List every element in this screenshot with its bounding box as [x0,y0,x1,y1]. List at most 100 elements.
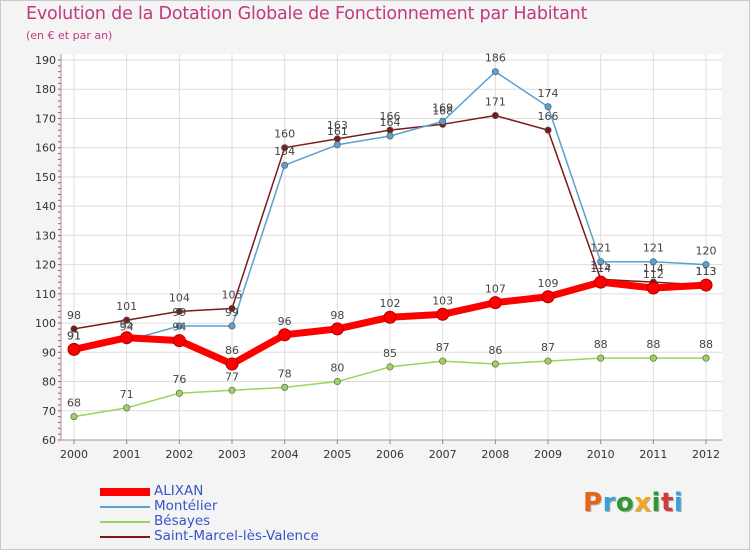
data-point-mont-lier [491,68,499,76]
data-point-mont-lier [333,141,341,149]
y-tick-label: 60 [42,434,56,447]
data-label-mont-lier: 164 [380,116,401,129]
data-label-saint-marcel-l-s-valence: 115 [590,259,611,272]
data-label-mont-lier: 120 [696,245,717,258]
data-point-alixan [67,342,81,356]
chart-subtitle: (en € et par an) [26,29,113,42]
data-point-mont-lier [597,258,605,266]
data-label-mont-lier: 169 [432,101,453,114]
logo-letter: i [673,488,684,518]
y-tick-label: 120 [35,259,56,272]
data-point-alixan [436,307,450,321]
x-tick-label: 2003 [218,448,246,461]
data-point-b-sayes [597,354,605,362]
data-label-b-sayes: 76 [172,373,186,386]
chart-title: Evolution de la Dotation Globale de Fonc… [26,4,588,24]
data-label-mont-lier: 174 [538,87,559,100]
data-label-b-sayes: 80 [330,362,344,375]
data-point-alixan [278,328,292,342]
data-label-alixan: 112 [643,268,664,281]
y-tick-label: 140 [35,200,56,213]
data-point-mont-lier [439,117,447,125]
data-label-saint-marcel-l-s-valence: 101 [116,300,137,313]
data-label-saint-marcel-l-s-valence: 114 [643,262,664,275]
data-point-alixan [172,334,186,348]
data-point-b-sayes [228,386,236,394]
data-label-alixan: 113 [696,265,717,278]
data-label-mont-lier: 99 [172,306,186,319]
data-point-b-sayes [702,354,710,362]
data-label-alixan: 96 [278,315,292,328]
data-point-saint-marcel-l-s-valence [70,325,78,333]
data-point-b-sayes [281,383,289,391]
x-tick-label: 2001 [113,448,141,461]
x-tick-label: 2005 [323,448,351,461]
data-point-mont-lier [702,261,710,269]
data-label-alixan: 103 [432,294,453,307]
data-label-saint-marcel-l-s-valence: 98 [67,309,81,322]
data-point-saint-marcel-l-s-valence [228,304,236,312]
legend-label-saint-marcel: Saint-Marcel-lès-Valence [154,528,319,544]
x-tick-label: 2011 [639,448,667,461]
data-label-alixan: 91 [67,329,81,342]
data-point-mont-lier [386,132,394,140]
data-point-alixan [594,275,608,289]
legend-label-besayes: Bésayes [154,513,211,529]
data-point-mont-lier [175,322,183,330]
x-tick-label: 2008 [481,448,509,461]
y-tick-label: 70 [42,405,56,418]
data-point-b-sayes [70,413,78,421]
data-label-mont-lier: 121 [590,242,611,255]
data-point-b-sayes [439,357,447,365]
data-label-mont-lier: 99 [225,306,239,319]
data-label-mont-lier: 121 [643,242,664,255]
y-tick-label: 150 [35,171,56,184]
data-point-b-sayes [386,363,394,371]
legend-label-montelier: Montélier [154,498,218,514]
y-tick-label: 80 [42,376,56,389]
data-label-b-sayes: 88 [699,338,713,351]
data-label-alixan: 94 [172,321,186,334]
data-point-saint-marcel-l-s-valence [281,144,289,152]
legend-swatch-besayes [100,521,150,523]
data-label-mont-lier: 154 [274,145,295,158]
data-point-b-sayes [491,360,499,368]
data-label-saint-marcel-l-s-valence: 104 [169,291,190,304]
data-label-saint-marcel-l-s-valence: 168 [432,104,453,117]
data-label-mont-lier: 91 [67,329,81,342]
data-point-alixan [330,322,344,336]
x-tick-label: 2007 [429,448,457,461]
x-tick-label: 2000 [60,448,88,461]
legend-swatch-montelier [100,506,150,508]
data-label-saint-marcel-l-s-valence: 166 [380,110,401,123]
data-label-alixan: 98 [330,309,344,322]
data-label-b-sayes: 87 [541,341,555,354]
data-point-alixan [699,278,713,292]
x-tick-label: 2009 [534,448,562,461]
y-tick-label: 170 [35,112,56,125]
data-label-alixan: 86 [225,344,239,357]
legend-swatch-alixan [100,488,150,496]
x-tick-label: 2006 [376,448,404,461]
data-label-b-sayes: 86 [488,344,502,357]
data-label-mont-lier: 94 [120,321,134,334]
data-label-b-sayes: 87 [436,341,450,354]
x-tick-label: 2002 [165,448,193,461]
logo-letter: r [602,488,616,518]
data-label-b-sayes: 88 [646,338,660,351]
data-label-mont-lier: 161 [327,125,348,138]
data-point-alixan [383,310,397,324]
data-label-saint-marcel-l-s-valence: 166 [538,110,559,123]
logo-letter: i [651,488,661,518]
data-point-saint-marcel-l-s-valence [491,112,499,120]
y-tick-label: 100 [35,317,56,330]
y-tick-label: 160 [35,142,56,155]
data-point-b-sayes [649,354,657,362]
logo-letter: P [583,488,603,518]
data-label-mont-lier: 186 [485,52,506,65]
data-point-mont-lier [228,322,236,330]
proxiti-logo: Proxiti [583,488,683,518]
data-label-b-sayes: 71 [120,388,134,401]
data-point-saint-marcel-l-s-valence [175,307,183,315]
